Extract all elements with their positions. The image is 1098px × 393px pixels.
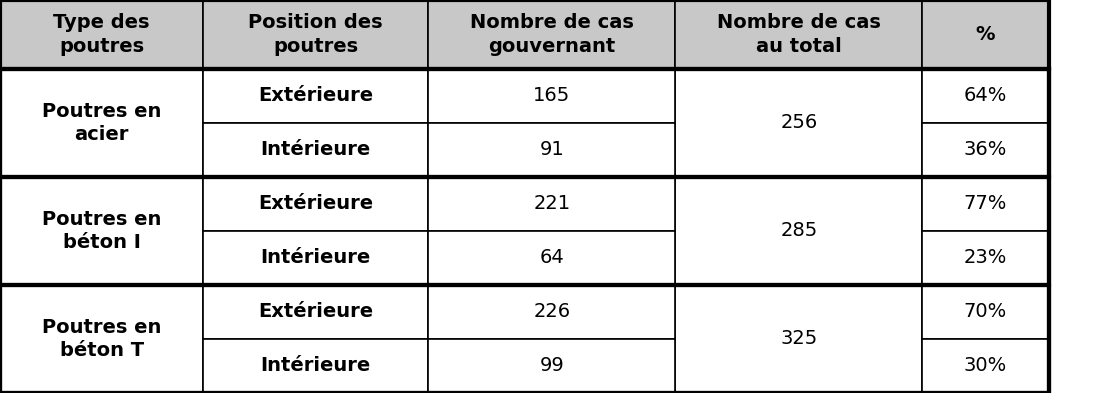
Text: 70%: 70% [964, 303, 1007, 321]
Text: Nombre de cas
au total: Nombre de cas au total [717, 13, 881, 56]
Bar [0, 285, 1049, 393]
Text: 285: 285 [781, 221, 817, 241]
Bar [675, 0, 922, 69]
Text: Intérieure: Intérieure [260, 248, 371, 267]
Bar [922, 339, 1049, 393]
Bar [922, 69, 1049, 123]
Text: 256: 256 [781, 113, 817, 132]
Text: %: % [976, 25, 995, 44]
Bar [0, 0, 203, 69]
Text: 64: 64 [539, 248, 564, 267]
Bar [0, 177, 1049, 285]
Text: 91: 91 [539, 140, 564, 159]
Bar [203, 339, 428, 393]
Text: 325: 325 [781, 329, 817, 349]
Text: Extérieure: Extérieure [258, 86, 373, 105]
Text: 30%: 30% [964, 356, 1007, 375]
Text: Poutres en
béton I: Poutres en béton I [42, 209, 161, 252]
Bar [922, 231, 1049, 285]
Text: 36%: 36% [964, 140, 1007, 159]
Text: Intérieure: Intérieure [260, 356, 371, 375]
Bar [203, 123, 428, 177]
Text: 165: 165 [534, 86, 570, 105]
Text: Nombre de cas
gouvernant: Nombre de cas gouvernant [470, 13, 634, 56]
Text: Extérieure: Extérieure [258, 195, 373, 213]
Bar [428, 339, 675, 393]
Text: 226: 226 [534, 303, 570, 321]
Bar [203, 0, 428, 69]
Bar [675, 69, 922, 177]
Bar [428, 231, 675, 285]
Text: Extérieure: Extérieure [258, 303, 373, 321]
Bar [675, 177, 922, 285]
Text: Intérieure: Intérieure [260, 140, 371, 159]
Text: Poutres en
béton T: Poutres en béton T [42, 318, 161, 360]
Text: 23%: 23% [964, 248, 1007, 267]
Bar [922, 177, 1049, 231]
Bar [203, 285, 428, 339]
Text: Poutres en
acier: Poutres en acier [42, 101, 161, 144]
Text: Type des
poutres: Type des poutres [54, 13, 149, 56]
Bar [675, 285, 922, 393]
Text: Position des
poutres: Position des poutres [248, 13, 383, 56]
Bar [203, 231, 428, 285]
Bar [0, 69, 203, 177]
Bar [428, 123, 675, 177]
Bar [922, 0, 1049, 69]
Bar [203, 177, 428, 231]
Bar [203, 69, 428, 123]
Bar [428, 177, 675, 231]
Text: 77%: 77% [964, 195, 1007, 213]
Bar [428, 285, 675, 339]
Bar [0, 285, 203, 393]
Bar [922, 123, 1049, 177]
Bar [428, 69, 675, 123]
Text: 221: 221 [534, 195, 570, 213]
Text: 64%: 64% [964, 86, 1007, 105]
Bar [0, 177, 203, 285]
Bar [428, 0, 675, 69]
Bar [0, 69, 1049, 177]
Bar [922, 285, 1049, 339]
Text: 99: 99 [539, 356, 564, 375]
